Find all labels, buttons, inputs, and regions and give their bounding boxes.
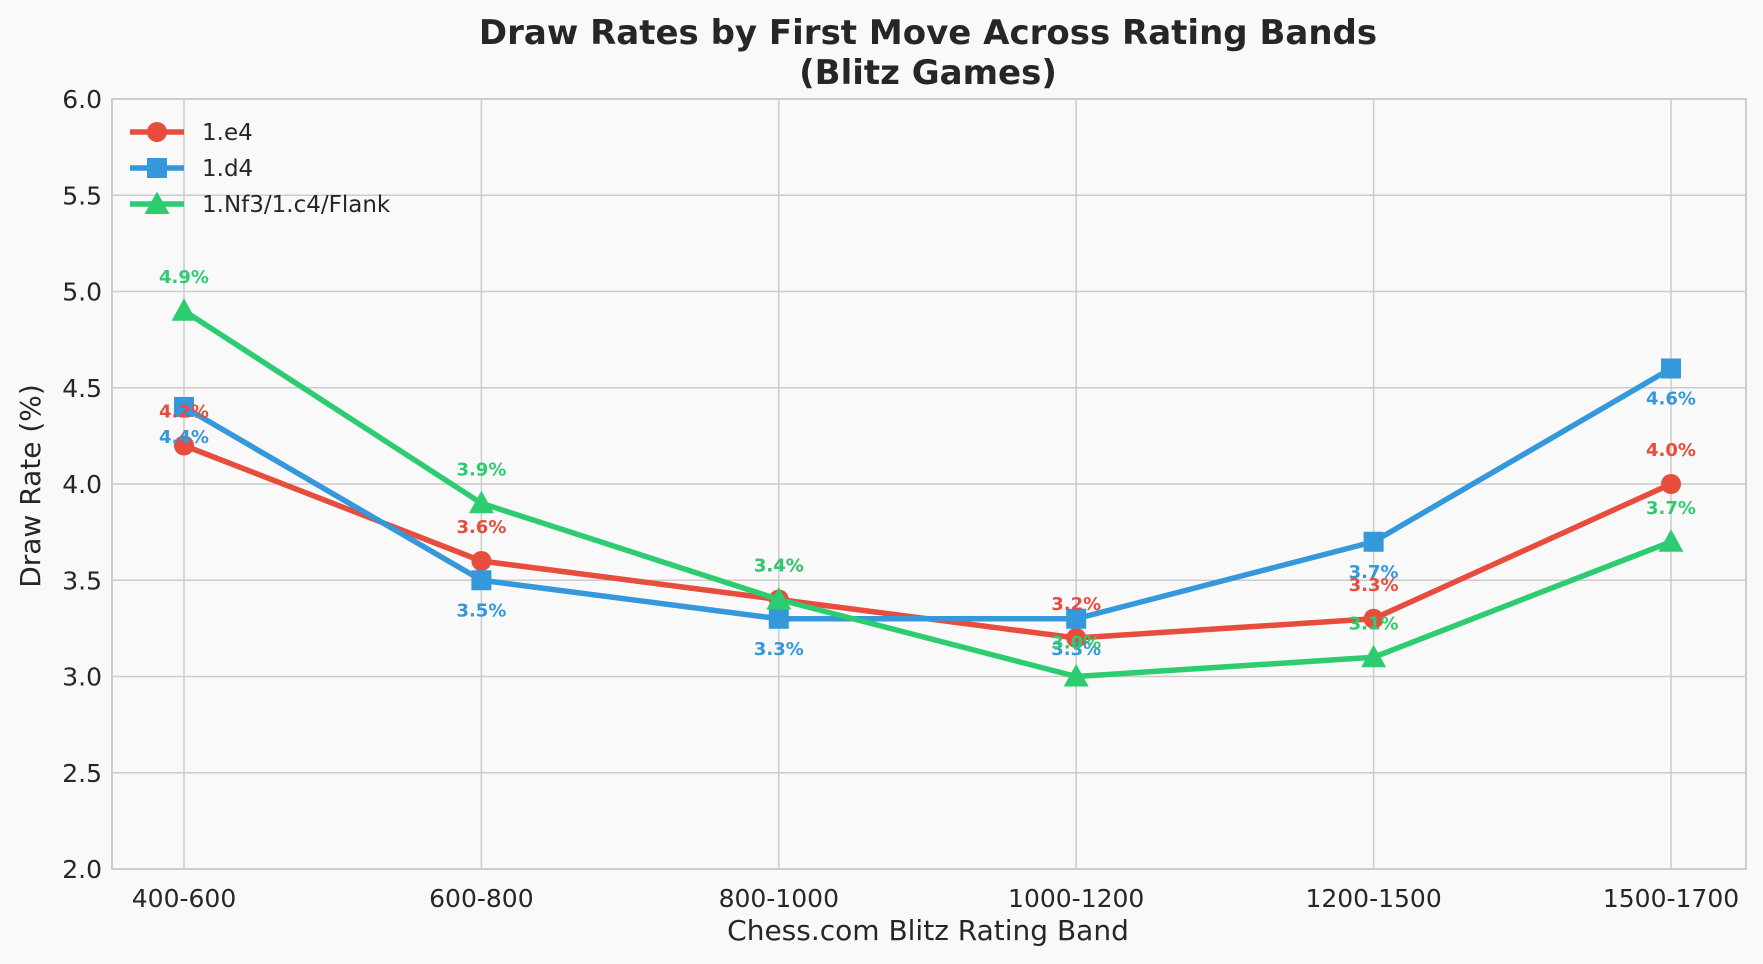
data-label: 3.7% — [1349, 562, 1399, 583]
data-point — [1363, 531, 1384, 552]
x-tick-label: 1500-1700 — [1603, 884, 1739, 913]
legend-label: 1.Nf3/1.c4/Flank — [202, 192, 391, 218]
x-tick-label: 1000-1200 — [1008, 884, 1144, 913]
series-1 — [174, 358, 1681, 629]
y-tick-label: 5.5 — [62, 181, 102, 210]
x-axis-label: Chess.com Blitz Rating Band — [727, 914, 1129, 947]
data-point — [468, 490, 494, 514]
chart-title: Draw Rates by First Move Across Rating B… — [479, 13, 1377, 53]
data-point — [171, 298, 197, 321]
data-label: 4.9% — [159, 267, 209, 288]
y-tick-label: 3.5 — [62, 566, 102, 595]
x-tick-labels: 400-600 600-800 800-1000 1000-1200 1200-1500… — [132, 884, 1739, 913]
data-label: 3.4% — [754, 556, 804, 577]
y-tick-label: 2.5 — [62, 759, 102, 788]
y-tick-label: 5.0 — [62, 278, 102, 307]
data-point — [471, 570, 492, 591]
x-tick-label: 1200-1500 — [1305, 884, 1441, 913]
y-tick-labels: 2.0 2.5 3.0 3.5 4.0 4.5 5.0 5.5 6.0 — [62, 85, 102, 884]
data-label: 3.4% — [754, 556, 804, 577]
data-point — [174, 397, 194, 417]
legend: 1.e4 1.d4 1.Nf3/1.c4/Flank — [130, 120, 391, 218]
data-label: 4.6% — [1646, 389, 1696, 410]
data-label: 3.3% — [1051, 639, 1101, 660]
y-tick-label: 2.0 — [62, 855, 102, 884]
data-labels: 4.2% 3.6% 3.4% 3.2% 3.3% 4.0% 4.4% 3.5% 3.3% 3.3%… — [159, 267, 1696, 660]
x-tick-label: 400-600 — [132, 884, 236, 913]
series-2 — [171, 298, 1684, 687]
data-label: 3.6% — [456, 517, 506, 538]
y-axis-label: Draw Rate (%) — [14, 384, 47, 588]
data-label: 4.2% — [159, 402, 209, 423]
legend-marker — [147, 122, 167, 142]
legend-item: 1.d4 — [130, 156, 253, 182]
legend-label: 1.d4 — [202, 156, 253, 182]
legend-label: 1.e4 — [202, 120, 253, 146]
legend-item: 1.Nf3/1.c4/Flank — [130, 191, 391, 218]
data-label: 3.9% — [456, 459, 506, 480]
chart-subtitle: (Blitz Games) — [799, 53, 1057, 93]
legend-item: 1.e4 — [130, 120, 253, 146]
series-line — [182, 366, 1673, 622]
y-tick-label: 4.0 — [62, 470, 102, 499]
data-point — [471, 551, 492, 571]
data-point — [174, 435, 194, 456]
data-point — [1066, 608, 1087, 629]
data-label: 3.7% — [1646, 498, 1696, 519]
y-tick-label: 3.0 — [62, 663, 102, 692]
y-tick-label: 4.5 — [62, 374, 102, 403]
y-tick-label: 6.0 — [62, 85, 102, 114]
series-layer — [171, 298, 1684, 687]
data-point — [768, 608, 789, 629]
data-label: 3.3% — [1349, 575, 1399, 596]
data-point — [1661, 358, 1681, 379]
data-point — [1066, 628, 1087, 648]
x-tick-label: 600-800 — [429, 884, 533, 913]
data-point — [1661, 474, 1681, 494]
legend-marker — [144, 191, 170, 214]
data-point — [766, 587, 792, 610]
data-point — [1658, 529, 1684, 552]
legend-marker — [147, 158, 167, 178]
data-label: 3.2% — [1051, 594, 1101, 615]
x-tick-label: 800-1000 — [719, 884, 839, 913]
data-point — [1063, 664, 1089, 687]
data-label: 3.1% — [1349, 613, 1399, 634]
data-point — [1363, 608, 1384, 629]
series-line — [182, 308, 1672, 680]
data-label: 4.0% — [1646, 440, 1696, 461]
data-label: 3.0% — [1051, 633, 1101, 654]
data-label: 4.4% — [159, 427, 209, 448]
data-point — [1361, 644, 1387, 668]
data-label: 3.5% — [456, 600, 506, 621]
data-label: 3.3% — [754, 639, 804, 660]
